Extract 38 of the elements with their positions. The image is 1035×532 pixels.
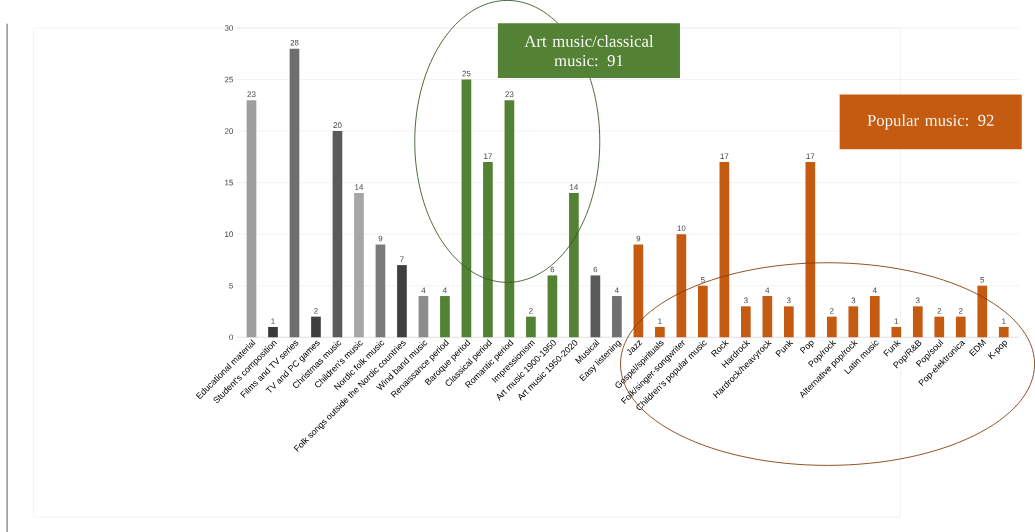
bar: [590, 275, 601, 338]
bar: [719, 161, 730, 338]
annotation: Art music/classical music: 91: [524, 34, 654, 67]
bar: [869, 295, 880, 338]
bar: [547, 275, 558, 338]
bar: [676, 233, 687, 338]
bar: [504, 99, 515, 338]
bar: [891, 326, 902, 338]
bar: [934, 316, 945, 338]
bar: [289, 48, 300, 338]
bar: [655, 326, 665, 338]
annotation: Popular music: 92: [867, 114, 994, 130]
bar: [848, 306, 859, 338]
bar: [826, 316, 837, 338]
bar: [805, 161, 816, 338]
bar: [955, 316, 966, 338]
bar: [612, 295, 622, 338]
bar: [268, 326, 278, 338]
bar: [397, 264, 407, 338]
bar: [526, 316, 536, 338]
bar: [246, 99, 257, 338]
bar: [440, 295, 450, 338]
bar: [741, 306, 751, 338]
bar: [483, 161, 493, 338]
bar: [461, 79, 472, 338]
bar: [375, 244, 386, 338]
bar: [332, 130, 343, 338]
bar: [311, 316, 321, 338]
bar: [418, 295, 429, 338]
bar: [354, 192, 364, 338]
bar: [783, 306, 794, 338]
bar: [633, 244, 644, 338]
bar: [977, 285, 988, 338]
bar: [912, 306, 923, 338]
bar: [569, 192, 579, 338]
bar: [998, 326, 1009, 338]
bar: [762, 295, 773, 338]
bar: [698, 285, 708, 338]
